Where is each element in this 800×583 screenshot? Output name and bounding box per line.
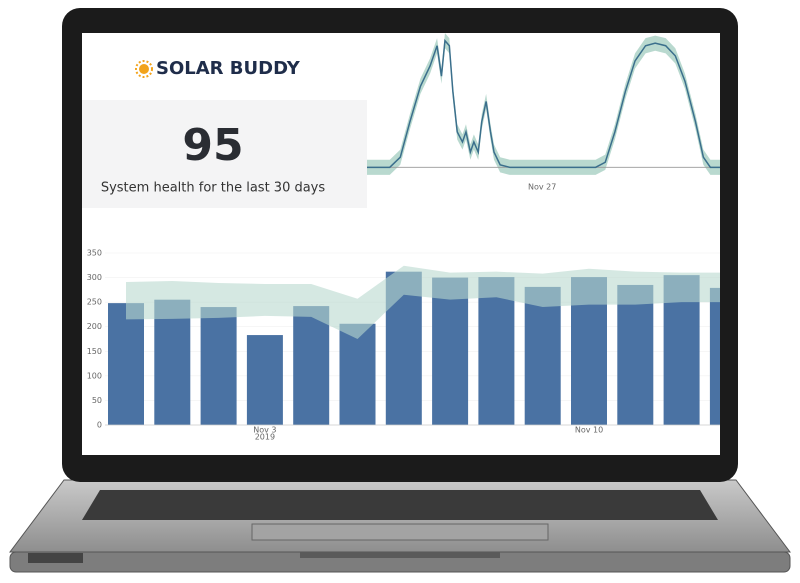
y-tick-label: 250 [87, 298, 102, 307]
output-line [367, 38, 720, 169]
y-tick-label: 150 [87, 347, 102, 356]
y-tick-label: 350 [87, 249, 102, 258]
logo-text: SOLAR BUDDY [156, 58, 301, 79]
expected-range-band [126, 265, 720, 339]
logo-icon [135, 60, 153, 78]
health-score: 95 [182, 120, 243, 171]
y-tick-label: 50 [92, 396, 102, 405]
bar [524, 286, 561, 425]
confidence-band [367, 33, 720, 175]
bar [108, 303, 144, 425]
bar [432, 277, 469, 425]
bar [154, 299, 191, 425]
x-tick-label: Nov 3 [253, 426, 276, 435]
y-tick-label: 100 [87, 371, 102, 380]
health-label: System health for the last 30 days [101, 181, 326, 196]
bar [709, 287, 720, 425]
health-card [82, 100, 367, 208]
y-tick-label: 300 [87, 273, 102, 282]
dashboard: SOLAR BUDDY 95 System health for the las… [82, 33, 720, 442]
x-year-label: 2019 [255, 433, 275, 442]
bar [200, 307, 237, 425]
bar [246, 335, 283, 425]
vent [28, 553, 83, 563]
y-tick-label: 0 [97, 421, 102, 430]
x-tick-label: Nov 10 [575, 426, 603, 435]
y-tick-label: 200 [87, 322, 102, 331]
x-tick-label: Nov 27 [528, 183, 556, 192]
bar [478, 277, 515, 425]
bar [339, 323, 376, 425]
bar [617, 284, 654, 425]
trackpad [251, 523, 549, 541]
bar [293, 306, 330, 425]
keyboard [82, 490, 718, 520]
hinge-notch [300, 552, 500, 558]
